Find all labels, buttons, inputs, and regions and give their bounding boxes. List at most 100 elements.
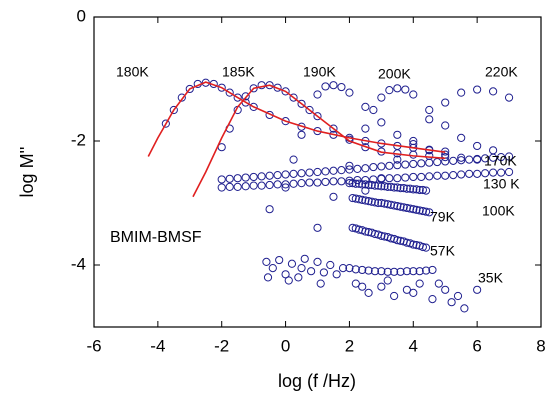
data-point xyxy=(465,169,474,178)
data-point xyxy=(415,185,424,195)
data-point xyxy=(504,167,514,177)
data-point xyxy=(358,195,367,204)
data-point xyxy=(393,183,402,192)
x-tick-label: 2 xyxy=(345,336,354,355)
data-point xyxy=(367,180,376,190)
data-point xyxy=(361,196,370,205)
series-label: 185K xyxy=(222,64,255,80)
series-label: 130 K xyxy=(483,176,520,192)
data-point xyxy=(473,154,482,164)
data-point xyxy=(354,179,364,188)
fit-line xyxy=(192,84,446,198)
data-point xyxy=(383,182,392,191)
data-point xyxy=(383,267,392,276)
data-point xyxy=(447,298,456,307)
data-point xyxy=(316,279,325,288)
data-point xyxy=(348,193,357,203)
data-point xyxy=(409,136,418,146)
data-point xyxy=(409,159,418,169)
data-point xyxy=(329,81,338,90)
data-point xyxy=(496,168,506,177)
data-point xyxy=(449,156,458,165)
data-point xyxy=(489,87,498,96)
data-point xyxy=(351,179,360,188)
data-point xyxy=(329,166,338,175)
data-point xyxy=(425,115,434,124)
data-point xyxy=(409,205,418,214)
data-point xyxy=(361,164,370,173)
data-point xyxy=(473,141,482,151)
data-point xyxy=(370,198,380,207)
data-point xyxy=(225,182,234,191)
data-point xyxy=(409,172,418,182)
data-point xyxy=(374,198,383,208)
data-point xyxy=(361,102,370,112)
data-point xyxy=(386,200,396,209)
data-point xyxy=(297,169,306,178)
x-tick-label: 0 xyxy=(281,336,290,355)
data-point xyxy=(441,171,450,180)
data-point xyxy=(313,112,322,121)
data-point xyxy=(345,264,354,273)
data-point xyxy=(337,82,346,92)
data-point xyxy=(241,92,250,101)
data-point xyxy=(441,285,450,294)
data-point xyxy=(396,184,405,193)
series-label: 57K xyxy=(430,243,456,259)
series-label: 35K xyxy=(478,270,504,286)
data-point xyxy=(380,199,389,208)
data-point xyxy=(383,200,392,209)
data-point xyxy=(337,177,346,186)
data-point xyxy=(262,257,271,266)
data-point xyxy=(402,203,411,213)
data-point xyxy=(425,105,434,115)
data-point xyxy=(428,265,437,275)
data-point xyxy=(225,88,234,97)
y-tick-label: -4 xyxy=(71,254,86,273)
data-point xyxy=(233,174,242,183)
series-label: 79K xyxy=(430,209,456,225)
data-point xyxy=(281,183,290,192)
data-point xyxy=(425,172,434,181)
data-point xyxy=(409,267,418,276)
data-point xyxy=(351,194,360,203)
fit-line xyxy=(147,81,446,157)
data-point xyxy=(481,169,490,178)
data-point xyxy=(415,206,424,215)
data-point xyxy=(361,180,370,189)
data-point xyxy=(377,162,386,171)
data-point xyxy=(345,161,354,170)
data-point xyxy=(412,185,421,194)
data-point xyxy=(409,90,418,99)
data-point xyxy=(418,242,427,252)
data-point xyxy=(273,180,282,189)
data-point xyxy=(337,166,346,175)
data-point xyxy=(233,93,242,102)
data-point xyxy=(345,88,354,97)
data-point xyxy=(433,171,442,180)
data-point xyxy=(434,279,443,288)
series-label: 220K xyxy=(485,64,518,80)
data-point xyxy=(297,179,306,188)
data-point xyxy=(217,83,226,92)
series-label: 180K xyxy=(116,64,149,80)
data-point xyxy=(241,173,250,182)
data-point xyxy=(369,175,378,184)
data-point xyxy=(265,180,274,190)
data-point xyxy=(412,205,421,214)
data-point xyxy=(377,231,386,240)
data-point xyxy=(329,192,338,201)
series-label: 170K xyxy=(484,153,517,169)
data-point xyxy=(326,260,335,270)
data-point xyxy=(393,155,402,164)
data-point xyxy=(401,160,410,169)
data-point xyxy=(257,172,266,181)
data-point xyxy=(396,267,405,276)
data-point xyxy=(504,152,514,161)
data-point xyxy=(364,288,373,297)
data-point xyxy=(345,165,354,174)
y-axis-label: log M'' xyxy=(17,147,37,198)
data-point xyxy=(489,168,498,177)
data-point xyxy=(257,181,266,190)
